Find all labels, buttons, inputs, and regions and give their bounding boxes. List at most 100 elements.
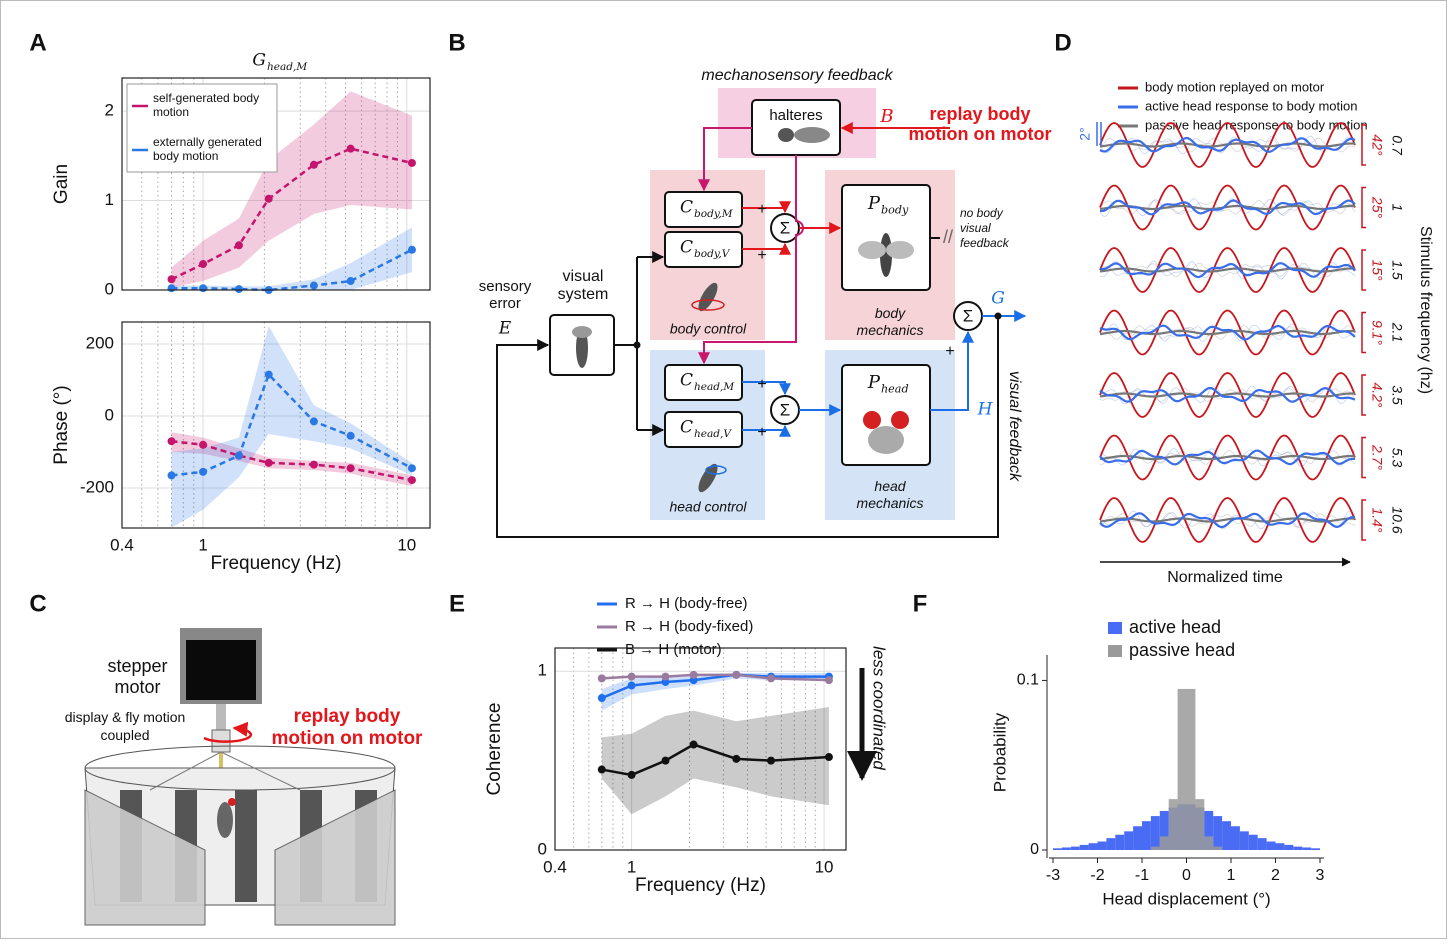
label: stepper motor (107, 656, 167, 697)
data-point (627, 681, 636, 690)
scale-bar (1361, 311, 1366, 354)
histogram-bar (1079, 844, 1089, 850)
frequency-label: 2.1 (1389, 322, 1405, 342)
data-point (199, 284, 208, 293)
histogram-bar (1302, 847, 1312, 850)
legend-label: passive head (1129, 640, 1235, 660)
axes-box (121, 321, 431, 529)
annotation: replay body motion on motor (271, 706, 423, 749)
data-point (627, 672, 636, 681)
x-axis-label: Normalized time (1167, 569, 1283, 586)
scale-bar (1361, 124, 1366, 166)
histogram-bar (1222, 821, 1231, 850)
label: Σ (963, 306, 974, 325)
y-tick-label: 1 (105, 190, 114, 209)
label: body control (670, 321, 747, 337)
label: B (879, 106, 893, 127)
legend-box (126, 83, 278, 173)
annotation: replay body motion on motor (271, 706, 423, 749)
x-tick-label: 2 (1271, 867, 1280, 884)
histogram-bar (1231, 826, 1240, 850)
legend-label: externally generated body motion (153, 135, 262, 163)
y-axis-label: Gain (51, 164, 72, 204)
y-tick-label: 0 (105, 279, 114, 298)
box-label: visual system (557, 268, 609, 303)
x-tick-label: -1 (1135, 867, 1149, 884)
amplitude-label: 1.4° (1369, 507, 1385, 532)
data-point (199, 467, 208, 476)
motor-trace (1099, 247, 1356, 293)
box-label: body mechanics (856, 305, 924, 338)
motor-trace (1099, 122, 1356, 168)
data-point (661, 672, 670, 681)
x-tick-label: 0 (1182, 867, 1191, 884)
y-axis-label: Coherence (484, 703, 505, 796)
histogram-bar (1124, 831, 1134, 850)
scale-bar (1361, 249, 1366, 291)
y-tick-label: 2 (105, 101, 114, 120)
data-point (167, 471, 176, 480)
histogram-bar (1168, 799, 1178, 850)
amplitude-label: 2.7° (1369, 444, 1385, 470)
data-point (167, 275, 176, 284)
data-point (824, 753, 833, 762)
histogram-bar (1311, 848, 1320, 850)
frequency-label: 10.6 (1389, 506, 1405, 533)
frequency-label: 0.7 (1389, 135, 1405, 156)
histogram-bar (1177, 688, 1187, 850)
data-point (407, 464, 416, 473)
data-point (732, 670, 741, 679)
data-point (597, 694, 606, 703)
label: halteres (769, 107, 822, 124)
box-label: head mechanics (857, 478, 924, 511)
scale-bar (1096, 122, 1102, 146)
math-subscript: head,M (694, 381, 734, 393)
histogram-bar (1266, 841, 1276, 850)
x-tick-label: 0.4 (543, 857, 567, 876)
histogram-bar (1239, 831, 1249, 850)
motor-trace (1099, 434, 1356, 481)
y-tick-label: -200 (80, 478, 114, 497)
panel-label: D (1054, 29, 1071, 56)
label: + (757, 247, 766, 264)
scale-bar (1361, 186, 1366, 229)
data-point (689, 740, 698, 749)
x-tick-label: -3 (1046, 867, 1060, 884)
histogram-bar (1150, 846, 1160, 850)
histogram-bar (1061, 847, 1071, 850)
y-tick-label: 0.1 (1017, 672, 1039, 689)
histogram-bar (1115, 834, 1125, 850)
axes-box (554, 647, 847, 851)
active-trace (1100, 262, 1356, 279)
x-tick-label: 0.4 (110, 535, 134, 554)
active-trace (1099, 449, 1355, 466)
passive-trace (1099, 517, 1355, 523)
math-subscript: head,M (267, 61, 307, 73)
histogram-bar (1204, 836, 1214, 850)
histogram-bar (1204, 811, 1214, 850)
legend-label: body motion replayed on motor (1145, 79, 1325, 94)
label: Σ (780, 218, 791, 237)
annotation: replay body motion on motor (909, 104, 1052, 144)
scale-label: 2° (1077, 127, 1093, 140)
data-point (167, 284, 176, 293)
annotation: no body visual feedback (960, 206, 1009, 250)
scale-bar (1361, 374, 1366, 416)
scale-bar (1361, 499, 1366, 541)
histogram-bar (1053, 848, 1062, 850)
histogram-bar (1248, 834, 1258, 850)
frequency-label: 3.5 (1389, 385, 1405, 405)
data-point (346, 464, 355, 473)
math-symbol: G (252, 51, 266, 71)
histogram-bar (1106, 838, 1116, 850)
histogram-bar (1284, 844, 1294, 850)
data-point (264, 194, 273, 203)
histogram-bar (1142, 821, 1151, 850)
axes-box (121, 77, 431, 291)
x-axis-label: Frequency (Hz) (635, 875, 766, 896)
passive-trace (1099, 454, 1355, 461)
legend-label: self-generated body motion (153, 91, 260, 119)
data-point (597, 765, 606, 774)
label: E (498, 319, 512, 339)
data-point (309, 281, 318, 290)
